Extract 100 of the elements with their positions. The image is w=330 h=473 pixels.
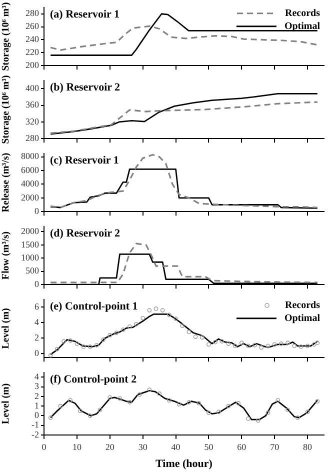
point [272, 342, 277, 347]
point [134, 322, 138, 326]
y-axis-title: Storage (10⁶ m³) [0, 2, 12, 71]
point [98, 408, 102, 412]
point [58, 404, 63, 408]
point [94, 342, 99, 348]
legend-label: Optimal [284, 312, 320, 324]
point [266, 344, 270, 348]
y-axis-title: Release (m³/s) [0, 152, 12, 212]
chart-title: (b) Reservoir 2 [50, 82, 121, 94]
y-tick-label: 1000 [21, 252, 40, 263]
x-tick-label: 20 [105, 442, 115, 452]
point [278, 341, 284, 346]
point [206, 342, 211, 347]
point [62, 339, 66, 344]
x-tick-label: 40 [171, 442, 181, 452]
point [239, 340, 244, 346]
y-tick-label: 6 [34, 302, 40, 312]
y-tick-label: 200 [26, 60, 40, 70]
y-axis-title: Flow (m³/s) [0, 231, 12, 280]
point [68, 398, 73, 403]
x-tick-label: 0 [42, 442, 47, 452]
y-tick-label: 400 [26, 83, 40, 94]
y-tick-label: 360 [26, 100, 40, 110]
chart-title: (f) Control-point 2 [50, 374, 138, 386]
point [108, 332, 112, 338]
chart-title: (e) Control-point 1 [50, 300, 138, 313]
y-tick-label: -1 [32, 420, 39, 430]
y-tick-label: 0 [34, 348, 40, 358]
point [298, 344, 304, 349]
point [292, 344, 297, 348]
point [286, 408, 290, 412]
point [186, 400, 192, 404]
point [315, 340, 320, 346]
point [315, 399, 320, 404]
point [147, 388, 152, 392]
y-tick-label: 8000 [21, 151, 40, 162]
point [108, 395, 112, 400]
x-tick-label: 30 [138, 442, 148, 452]
line-series [50, 242, 318, 284]
point [74, 341, 80, 346]
x-axis-title: Time (hour) [156, 458, 213, 470]
y-tick-label: 2000 [21, 226, 40, 236]
point [78, 408, 82, 414]
y-tick-label: 240 [26, 34, 40, 44]
point [252, 342, 258, 348]
point [127, 400, 132, 404]
legend-label: Optimal [284, 20, 320, 32]
chart-title: (d) Reservoir 2 [50, 228, 121, 240]
y-tick-label: 0 [34, 278, 40, 289]
y-axis-title: Level (m) [0, 383, 12, 424]
x-tick-label: 80 [303, 442, 313, 452]
point [236, 401, 241, 406]
point [186, 330, 192, 334]
point [286, 340, 290, 346]
y-tick-label: 6000 [21, 164, 40, 175]
point [295, 415, 300, 420]
point [157, 391, 162, 396]
y-tick-label: 320 [26, 116, 40, 126]
point [180, 324, 185, 328]
point [160, 308, 165, 312]
point [200, 335, 204, 340]
point [213, 340, 218, 344]
y-tick-label: 3 [34, 381, 40, 392]
point [220, 339, 224, 344]
point [305, 410, 310, 414]
point [193, 334, 198, 339]
y-tick-label: 220 [26, 47, 40, 58]
y-tick-label: 2 [34, 390, 39, 401]
y-axis-title: Storage (10⁶ m³) [0, 75, 12, 144]
y-tick-label: 0 [34, 206, 40, 216]
y-tick-label: 2000 [21, 192, 40, 202]
point [226, 341, 231, 346]
y-tick-label: 2 [34, 332, 39, 343]
point [154, 306, 158, 311]
line-series [50, 154, 318, 208]
point [120, 327, 126, 332]
point [305, 344, 310, 348]
point [246, 416, 250, 421]
point [127, 324, 132, 329]
y-tick-label: 4 [34, 372, 40, 382]
x-tick-label: 60 [237, 442, 247, 452]
y-tick-label: 1500 [21, 239, 40, 250]
point [312, 342, 316, 347]
point [137, 392, 142, 397]
point [68, 338, 73, 343]
point [88, 344, 92, 349]
point [176, 402, 182, 406]
x-tick-label: 70 [270, 442, 280, 452]
point [88, 414, 92, 418]
x-tick-label: 50 [204, 442, 214, 452]
point [54, 346, 60, 352]
y-tick-label: 280 [26, 8, 40, 18]
y-tick-label: 0 [34, 410, 40, 420]
line-series [50, 101, 318, 134]
point [276, 398, 280, 403]
chart-title: (a) Reservoir 1 [50, 8, 120, 21]
point [196, 401, 202, 406]
point [118, 396, 122, 401]
point [140, 316, 146, 320]
